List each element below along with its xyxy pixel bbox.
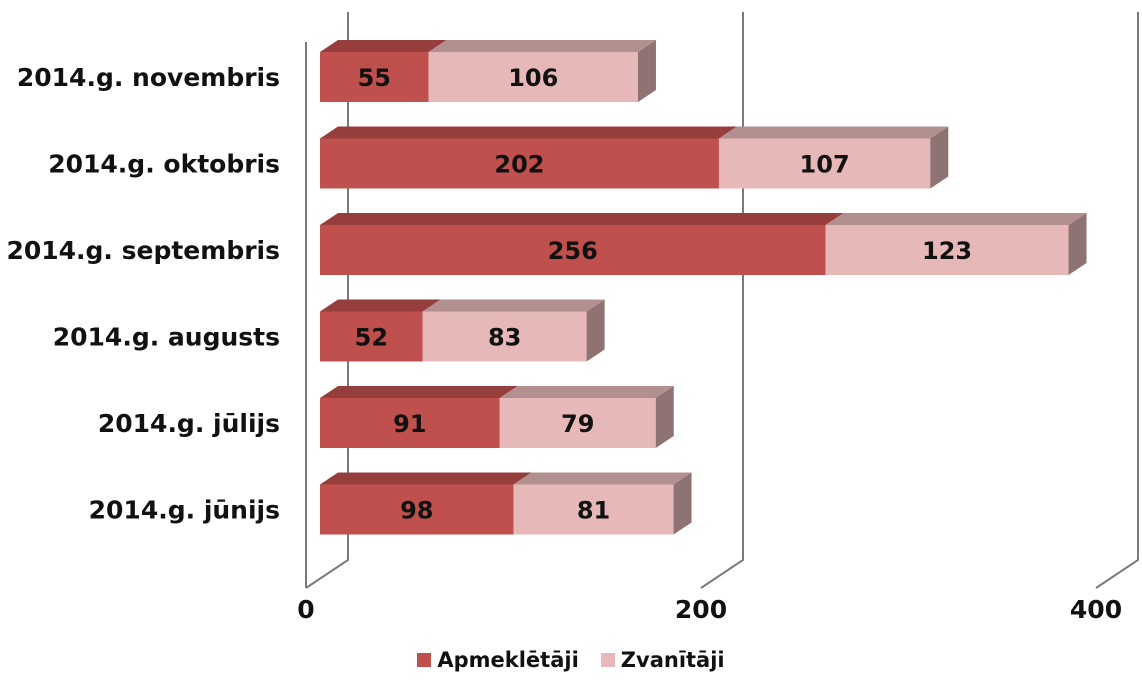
bar-top-face [320, 299, 441, 312]
bar-front-face [513, 484, 674, 535]
bar-1-0: 106 [428, 40, 656, 102]
tick-label-400: 400 [1070, 595, 1122, 624]
data-label-0-2: 256 [548, 237, 598, 265]
category-labels: 2014.g. novembris 2014.g. oktobris 2014.g.… [6, 63, 280, 525]
gridline-200 [700, 12, 744, 589]
bar-top-face [718, 126, 949, 139]
category-label-0: 2014.g. novembris [17, 63, 280, 92]
bar-0-5: 98 [320, 472, 532, 535]
data-label-0-4: 91 [393, 410, 426, 438]
data-label-1-0: 106 [508, 64, 558, 92]
bar-side-face [673, 472, 692, 535]
data-label-0-0: 55 [358, 64, 391, 92]
bar-front-face [422, 311, 587, 362]
bar-front-face [320, 484, 514, 535]
data-label-1-1: 107 [800, 151, 850, 179]
data-label-0-3: 52 [355, 324, 388, 352]
data-label-1-2: 123 [922, 237, 972, 265]
axis-tick-labels: 0 200 400 [297, 595, 1122, 624]
bar-top-face [320, 40, 447, 52]
data-label-0-5: 98 [400, 497, 433, 525]
bar-1-1: 107 [718, 126, 949, 189]
bar-front-face [320, 398, 500, 448]
bar-top-face [825, 213, 1087, 225]
bar-top-face [513, 472, 692, 485]
bar-top-face [422, 299, 605, 312]
tick-label-0: 0 [297, 595, 314, 624]
bar-side-face [655, 386, 674, 448]
bar-0-1: 202 [320, 126, 737, 189]
bar-front-face [718, 138, 931, 189]
bar-0-4: 91 [320, 386, 518, 448]
category-label-3: 2014.g. augusts [53, 323, 280, 352]
legend-label-series-1: Zvanītāji [620, 648, 725, 672]
bar-0-2: 256 [320, 213, 844, 275]
category-label-2: 2014.g. septembris [6, 236, 280, 265]
legend-label-series-0: Apmeklētāji [437, 648, 579, 672]
category-label-4: 2014.g. jūlijs [98, 409, 280, 438]
bar-side-face [930, 126, 949, 189]
data-label-1-3: 83 [488, 324, 521, 352]
bar-front-face [499, 398, 656, 448]
bar-top-face [320, 386, 518, 398]
bar-top-face [320, 472, 532, 485]
bar-front-face [825, 225, 1069, 275]
bar-1-5: 81 [513, 472, 692, 535]
legend-swatch-series-1 [600, 653, 615, 667]
bar-front-face [320, 138, 719, 189]
gridline-0 [305, 12, 349, 589]
tick-label-200: 200 [675, 595, 727, 624]
bars-group: 55 106 202 107 256 123 52 83 91 79 98 81 [320, 40, 1087, 535]
bar-side-face [637, 40, 656, 102]
bar-side-face [1068, 213, 1087, 275]
bar-top-face [320, 213, 844, 225]
bar-top-face [499, 386, 674, 398]
bar-1-2: 123 [825, 213, 1087, 275]
gridline-400 [1095, 12, 1139, 589]
bar-0-0: 55 [320, 40, 447, 102]
data-label-1-5: 81 [577, 497, 610, 525]
category-label-5: 2014.g. jūnijs [89, 496, 280, 525]
category-label-1: 2014.g. oktobris [48, 150, 280, 179]
data-label-1-4: 79 [561, 410, 594, 438]
data-label-0-1: 202 [494, 151, 544, 179]
bar-front-face [320, 311, 423, 362]
bar-top-face [428, 40, 656, 52]
legend-swatch-series-0 [417, 653, 432, 667]
bar-top-face [320, 126, 737, 139]
bar-side-face [586, 299, 605, 362]
bar-0-3: 52 [320, 299, 441, 362]
chart-walls [305, 12, 1139, 589]
bar-front-face [320, 52, 429, 102]
legend-item-series-0: Apmeklētāji [417, 648, 579, 672]
bar-front-face [320, 225, 826, 275]
legend: Apmeklētāji Zvanītāji [0, 648, 1142, 672]
legend-item-series-1: Zvanītāji [600, 648, 725, 672]
bar-front-face [428, 52, 638, 102]
bar-1-3: 83 [422, 299, 605, 362]
bar-1-4: 79 [499, 386, 674, 448]
